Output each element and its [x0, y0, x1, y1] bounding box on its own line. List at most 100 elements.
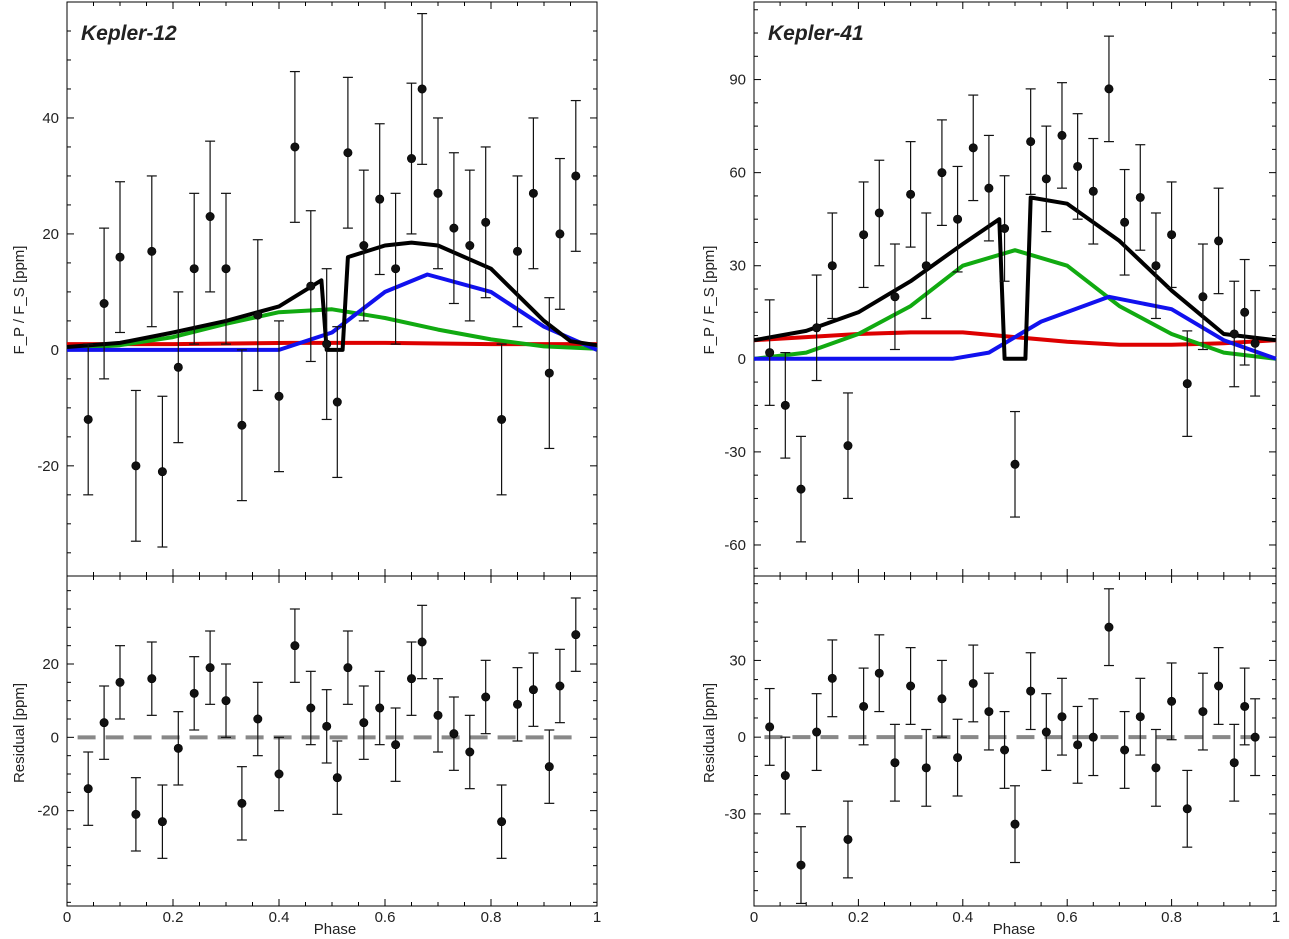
data-point: [147, 674, 157, 684]
data-point: [497, 817, 507, 827]
data-point: [449, 223, 459, 233]
data-point: [843, 441, 853, 451]
data-point: [859, 230, 869, 240]
data-point: [332, 397, 342, 407]
data-point: [812, 323, 822, 333]
xlabel-right: Phase: [993, 921, 1036, 938]
data-point: [359, 718, 369, 728]
data-point: [221, 264, 231, 274]
data-point: [131, 809, 141, 819]
data-point: [906, 681, 916, 691]
data-point: [890, 292, 900, 302]
data-point: [1135, 712, 1145, 722]
data-point: [391, 264, 401, 274]
data-point: [765, 348, 775, 358]
panel-title: Kepler-41: [768, 22, 864, 45]
data-point: [1041, 727, 1051, 737]
data-point: [780, 771, 790, 781]
model-line: [67, 272, 598, 352]
data-point: [290, 142, 300, 152]
x-tick-label: 0.2: [848, 909, 869, 926]
data-point: [1240, 701, 1250, 711]
data-point: [253, 310, 263, 320]
data-point: [544, 762, 554, 772]
y-tick-label: 30: [729, 652, 746, 669]
data-point: [1182, 804, 1192, 814]
data-point: [1250, 732, 1260, 742]
data-point: [173, 362, 183, 372]
data-point: [968, 143, 978, 153]
data-point: [497, 414, 507, 424]
data-point: [512, 246, 522, 256]
data-point: [157, 817, 167, 827]
data-point: [481, 217, 491, 227]
model-line: [66, 307, 598, 351]
data-point: [1010, 459, 1020, 469]
data-point: [221, 696, 231, 706]
data-point: [1135, 192, 1145, 202]
data-point: [1151, 261, 1161, 271]
y-tick-label: -30: [724, 444, 746, 461]
data-point: [1000, 745, 1010, 755]
x-tick-label: 1: [1272, 909, 1280, 926]
data-point: [290, 641, 300, 651]
data-point: [417, 84, 427, 94]
x-tick-label: 0.4: [952, 909, 973, 926]
data-point: [1229, 758, 1239, 768]
y-tick-label: 0: [738, 351, 746, 368]
data-point: [528, 188, 538, 198]
ylabel-bottom-right: Residual [ppm]: [701, 683, 718, 783]
data-point: [843, 834, 853, 844]
data-point: [874, 208, 884, 218]
data-point: [953, 214, 963, 224]
model-line: [753, 248, 1277, 361]
data-point: [1088, 732, 1098, 742]
data-point: [1198, 292, 1208, 302]
data-point: [406, 674, 416, 684]
y-tick-label: 20: [42, 656, 59, 673]
data-point: [937, 694, 947, 704]
ylabel-top-left: F_P / F_S [ppm]: [11, 246, 28, 355]
data-point: [83, 784, 93, 794]
y-tick-label: 20: [42, 226, 59, 243]
data-point: [465, 747, 475, 757]
data-point: [375, 194, 385, 204]
x-tick-label: 0.6: [1057, 909, 1078, 926]
y-tick-label: 40: [42, 110, 59, 127]
data-point: [1041, 174, 1051, 184]
data-point: [555, 229, 565, 239]
data-point: [571, 630, 581, 640]
data-point: [1198, 707, 1208, 717]
data-point: [859, 701, 869, 711]
data-point: [83, 414, 93, 424]
data-point: [343, 148, 353, 158]
data-point: [984, 183, 994, 193]
x-tick-label: 0.8: [1161, 909, 1182, 926]
data-point: [1104, 84, 1114, 94]
x-tick-label: 0: [63, 909, 71, 926]
x-tick-label: 0.2: [163, 909, 184, 926]
data-point: [890, 758, 900, 768]
data-point: [1151, 763, 1161, 773]
data-point: [555, 681, 565, 691]
data-point: [1214, 236, 1224, 246]
data-point: [1120, 217, 1130, 227]
data-point: [205, 212, 215, 222]
y-tick-label: 90: [729, 72, 746, 89]
x-tick-label: 0.8: [481, 909, 502, 926]
data-point: [1026, 686, 1036, 696]
y-tick-label: -20: [37, 803, 59, 820]
data-point: [274, 391, 284, 401]
x-tick-label: 0.4: [269, 909, 290, 926]
data-point: [115, 677, 125, 687]
data-point: [343, 663, 353, 673]
y-tick-label: 0: [51, 342, 59, 359]
data-point: [827, 261, 837, 271]
x-tick-label: 0: [750, 909, 758, 926]
data-point: [1229, 329, 1239, 339]
data-point: [306, 703, 316, 713]
data-point: [375, 703, 385, 713]
data-point: [968, 678, 978, 688]
data-point: [1167, 230, 1177, 240]
data-point: [189, 688, 199, 698]
